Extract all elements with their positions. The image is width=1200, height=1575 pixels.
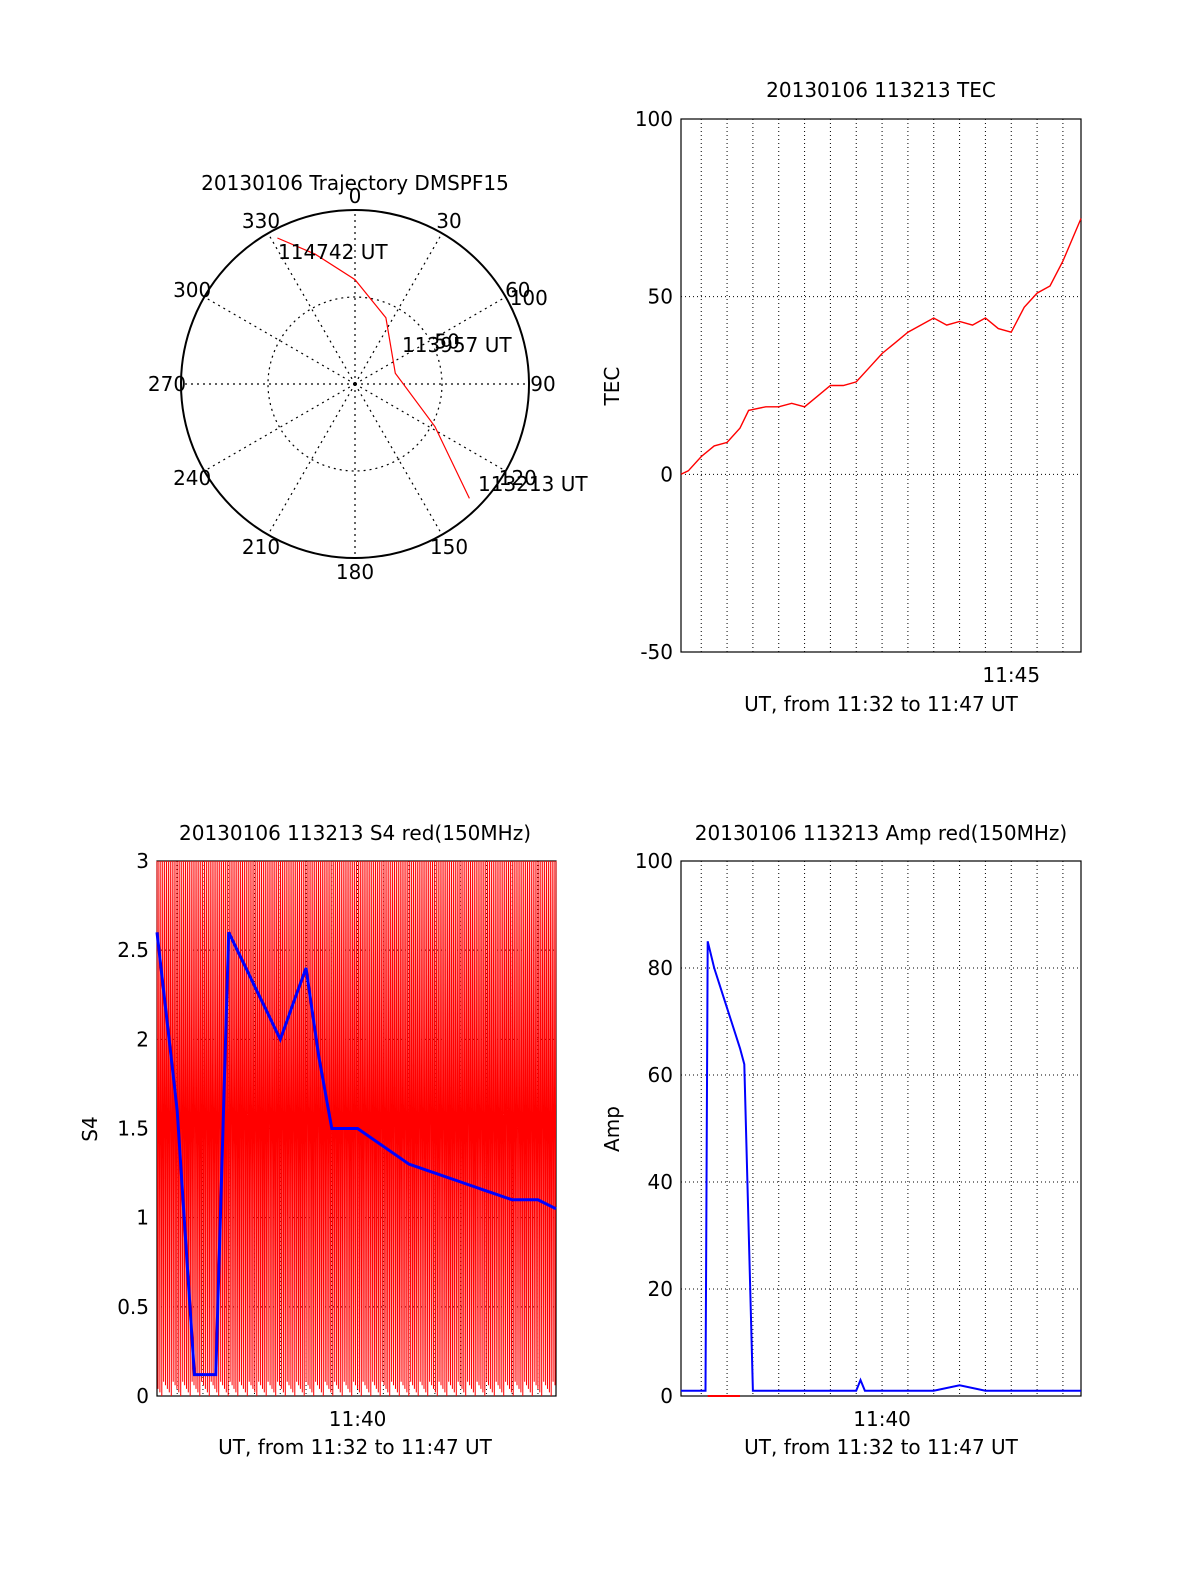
amp-ytick-label-80: 80 [648, 956, 673, 980]
polar-spoke-120 [354, 383, 506, 472]
s4-xtick-label-1140: 11:40 [329, 1407, 387, 1431]
polar-spoke-30 [354, 233, 443, 385]
radius-label-100: 100 [510, 286, 548, 310]
s4-ytick-label-3: 3 [136, 849, 149, 873]
tec-line-0 [680, 218, 1082, 475]
s4-ticks: 3 2.5 2 1.5 1 0.5 0 11:40 [117, 849, 386, 1431]
azimuth-label-30: 30 [436, 209, 461, 233]
amp-ytick-label-60: 60 [648, 1063, 673, 1087]
polar-spoke-240 [204, 383, 356, 472]
amp-xtick-label-1140: 11:40 [853, 1407, 911, 1431]
azimuth-label-180: 180 [336, 560, 374, 584]
s4-series [155, 860, 557, 1397]
amp-line-0 [681, 941, 1081, 1392]
trajectory-series [277, 237, 470, 499]
amp-plot-frame [680, 860, 1082, 1397]
tec-ticks: 100 50 0 -50 11:45 [635, 107, 1040, 687]
s4-ytick-label-0.5: 0.5 [117, 1295, 149, 1319]
amp-ytick-label-0: 0 [660, 1384, 673, 1408]
amp-chart: 20130106 113213 Amp red(150MHz) UT, from… [600, 821, 1082, 1459]
tec-plot-frame [680, 118, 1082, 653]
s4-ytick-label-1.5: 1.5 [117, 1117, 149, 1141]
trajectory-annotation-end: 114742 UT [278, 240, 388, 264]
azimuth-label-90: 90 [530, 372, 555, 396]
polar-spoke-210 [267, 383, 356, 535]
tec-ytick-label-50: 50 [648, 285, 673, 309]
amp-grid [680, 860, 1082, 1397]
s4-title: 20130106 113213 S4 red(150MHz) [179, 821, 531, 845]
amp-xlabel: UT, from 11:32 to 11:47 UT [744, 1435, 1019, 1459]
polar-spoke-300 [204, 296, 356, 385]
polar-spoke-150 [354, 383, 443, 535]
s4-ytick-label-0: 0 [136, 1384, 149, 1408]
azimuth-label-240: 240 [173, 466, 211, 490]
s4-ylabel: S4 [78, 1116, 102, 1141]
s4-ytick-label-2.5: 2.5 [117, 938, 149, 962]
amp-ylabel: Amp [600, 1106, 624, 1152]
tec-xtick-label-1145: 11:45 [982, 663, 1040, 687]
polar-spoke-60 [354, 296, 506, 385]
tec-grid [680, 118, 1082, 653]
tec-xlabel: UT, from 11:32 to 11:47 UT [744, 692, 1019, 716]
azimuth-label-210: 210 [242, 535, 280, 559]
azimuth-label-300: 300 [173, 278, 211, 302]
tec-ytick-label-100: 100 [635, 107, 673, 131]
azimuth-label-0: 0 [349, 184, 362, 208]
polar-ring-50 [267, 296, 443, 472]
azimuth-label-120: 120 [499, 466, 537, 490]
amp-ticks: 100 80 60 40 20 0 11:40 [635, 849, 911, 1431]
polar-grid [180, 209, 530, 559]
s4-line-1 [155, 931, 557, 1377]
tec-ytick-label--50: -50 [640, 640, 673, 664]
s4-ytick-label-2: 2 [136, 1027, 149, 1051]
trajectory-path-0 [277, 237, 470, 499]
azimuth-label-150: 150 [430, 535, 468, 559]
tec-series [680, 218, 1082, 475]
s4-xlabel: UT, from 11:32 to 11:47 UT [218, 1435, 493, 1459]
amp-ytick-label-40: 40 [648, 1170, 673, 1194]
tec-title: 20130106 113213 TEC [766, 78, 996, 102]
amp-series [681, 941, 1081, 1397]
amp-title: 20130106 113213 Amp red(150MHz) [695, 821, 1067, 845]
azimuth-label-330: 330 [242, 209, 280, 233]
tec-ytick-label-0: 0 [660, 462, 673, 486]
azimuth-label-270: 270 [148, 372, 186, 396]
tec-ylabel: TEC [600, 367, 624, 407]
polar-outer-ring [180, 209, 530, 559]
polar-labels: 0 30 60 90 120 150 180 210 240 270 300 330 50 100 [148, 184, 556, 584]
s4-chart: 20130106 113213 S4 red(150MHz) UT, from … [78, 821, 557, 1459]
s4-ytick-label-1: 1 [136, 1206, 149, 1230]
amp-ytick-label-100: 100 [635, 849, 673, 873]
amp-ytick-label-20: 20 [648, 1277, 673, 1301]
s4-line-0 [156, 860, 557, 1397]
azimuth-label-60: 60 [505, 278, 530, 302]
trajectory-annotation-start: 113213 UT [478, 472, 588, 496]
trajectory-chart: 20130106 Trajectory DMSPF15 0 30 60 90 120 15… [148, 171, 588, 584]
trajectory-title: 20130106 Trajectory DMSPF15 [201, 171, 509, 195]
tec-chart: 20130106 113213 TEC UT, from 11:32 to 11… [600, 78, 1082, 716]
trajectory-annotation-mid: 113957 UT [402, 333, 512, 357]
radius-label-50: 50 [434, 330, 459, 354]
polar-spoke-330 [267, 233, 356, 385]
